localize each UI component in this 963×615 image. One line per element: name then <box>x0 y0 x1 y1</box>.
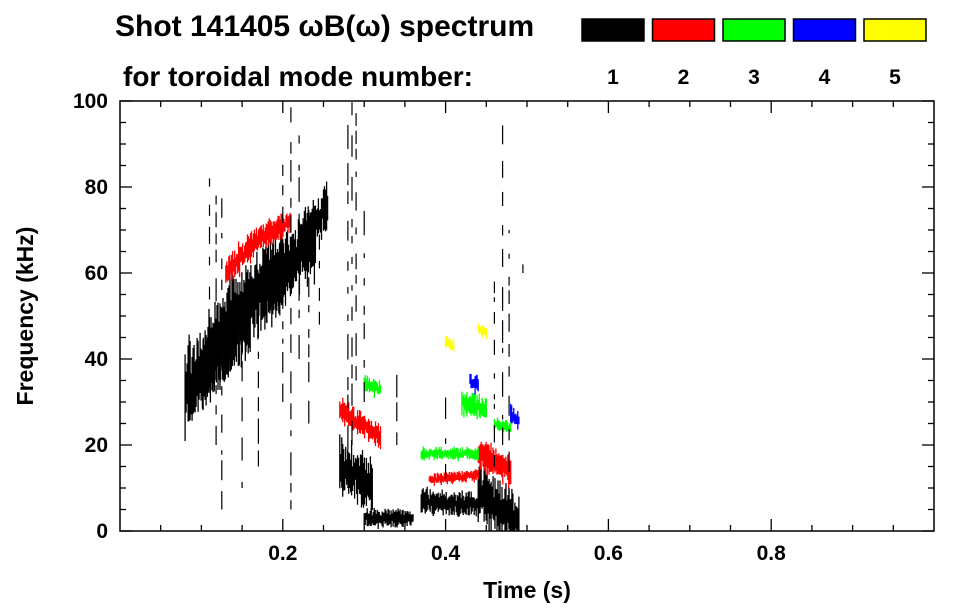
series-n3-segment <box>363 375 382 399</box>
axis-ticks: 0.2 0.4 0.6 0.8 0 20 40 60 80 100 <box>73 90 934 565</box>
legend-swatch-3 <box>722 18 786 42</box>
chart-subtitle: for toroidal mode number: <box>123 61 473 92</box>
series-n3-segment <box>461 391 487 420</box>
chart-title: Shot 141405 ωB(ω) spectrum <box>115 10 534 43</box>
series-n4-segment <box>510 403 520 430</box>
y-tick-label: 20 <box>85 434 108 457</box>
series-n2-segment <box>339 397 382 450</box>
series-n2-segment <box>428 469 479 486</box>
series-n1-segment <box>477 464 520 531</box>
y-tick-label: 0 <box>96 520 108 543</box>
series-n2-segment <box>225 227 260 283</box>
legend-swatch-2 <box>651 18 716 42</box>
series-n2-segment <box>257 212 292 249</box>
y-tick-label: 40 <box>85 348 108 371</box>
series-n3-segment <box>420 446 479 462</box>
y-tick-label: 60 <box>85 262 108 285</box>
series-n1-segment <box>339 434 373 512</box>
legend-swatch-4 <box>792 18 857 42</box>
legend-swatch-1 <box>581 18 645 42</box>
x-tick-label: 0.4 <box>431 542 461 565</box>
series-n1-segment <box>420 486 479 518</box>
series-n3 <box>363 375 512 462</box>
series-n5-segment <box>477 323 487 340</box>
legend-label-4: 4 <box>819 66 831 89</box>
x-tick-label: 0.2 <box>268 542 297 565</box>
x-axis-label: Time (s) <box>483 577 571 603</box>
series-n1-segment <box>363 507 414 529</box>
legend-label-5: 5 <box>889 66 901 89</box>
spectrum-data <box>184 102 524 531</box>
x-tick-label: 0.6 <box>594 542 623 565</box>
series-n1-streaks <box>208 102 524 510</box>
series-n4 <box>469 373 520 430</box>
series-n1 <box>184 181 520 531</box>
series-n5 <box>444 323 487 352</box>
series-n4-segment <box>469 373 479 395</box>
y-tick-label: 100 <box>73 90 108 113</box>
legend-label-3: 3 <box>748 66 760 89</box>
series-n2 <box>225 212 512 489</box>
legend-swatch-5 <box>863 18 927 42</box>
y-axis-label: Frequency (kHz) <box>12 227 38 406</box>
series-n5-segment <box>444 335 455 352</box>
x-tick-label: 0.8 <box>757 542 787 565</box>
legend: 1 2 3 4 5 <box>581 18 927 89</box>
legend-label-2: 2 <box>678 66 690 89</box>
series-n1-segment <box>298 181 329 272</box>
legend-label-1: 1 <box>607 66 619 89</box>
y-tick-label: 80 <box>85 176 108 199</box>
